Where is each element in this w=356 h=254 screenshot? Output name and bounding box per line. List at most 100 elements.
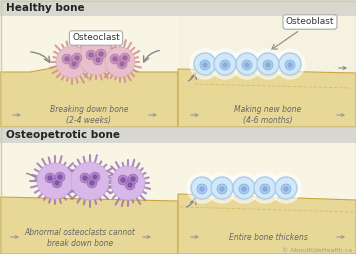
- Circle shape: [223, 63, 227, 67]
- Circle shape: [285, 60, 295, 70]
- Circle shape: [242, 60, 252, 70]
- Circle shape: [263, 60, 273, 70]
- Circle shape: [229, 173, 259, 203]
- Text: Making new bone
(4-6 months): Making new bone (4-6 months): [234, 105, 302, 125]
- Circle shape: [200, 60, 210, 70]
- Circle shape: [281, 184, 291, 194]
- Circle shape: [87, 178, 97, 188]
- Circle shape: [96, 58, 100, 62]
- Circle shape: [253, 49, 283, 79]
- Circle shape: [118, 175, 128, 185]
- Circle shape: [80, 173, 90, 183]
- Circle shape: [197, 184, 207, 194]
- Polygon shape: [178, 69, 356, 127]
- Circle shape: [131, 177, 135, 181]
- Circle shape: [191, 177, 213, 199]
- Text: Healthy bone: Healthy bone: [6, 3, 85, 13]
- Text: Entire bone thickens: Entire bone thickens: [229, 233, 308, 243]
- Circle shape: [55, 181, 59, 185]
- FancyBboxPatch shape: [0, 0, 356, 16]
- Circle shape: [242, 187, 246, 191]
- Circle shape: [125, 180, 135, 190]
- Circle shape: [105, 47, 135, 77]
- Circle shape: [111, 166, 145, 200]
- Circle shape: [190, 49, 220, 79]
- Circle shape: [96, 49, 106, 59]
- Circle shape: [245, 63, 249, 67]
- Circle shape: [203, 63, 207, 67]
- Circle shape: [257, 53, 279, 75]
- Text: Osteoclast: Osteoclast: [72, 34, 120, 42]
- Text: © AboutKidsHealth.ca: © AboutKidsHealth.ca: [282, 247, 352, 252]
- FancyBboxPatch shape: [178, 16, 356, 127]
- Circle shape: [117, 59, 127, 69]
- Circle shape: [48, 176, 52, 180]
- Circle shape: [250, 173, 280, 203]
- Circle shape: [266, 63, 270, 67]
- FancyBboxPatch shape: [0, 110, 178, 127]
- Circle shape: [65, 57, 69, 61]
- Circle shape: [52, 178, 62, 188]
- Circle shape: [113, 57, 117, 61]
- Polygon shape: [178, 110, 356, 127]
- Circle shape: [271, 173, 301, 203]
- Circle shape: [207, 173, 237, 203]
- Circle shape: [260, 184, 270, 194]
- Circle shape: [232, 49, 262, 79]
- Polygon shape: [0, 56, 178, 127]
- Circle shape: [279, 53, 301, 75]
- Circle shape: [263, 187, 267, 191]
- Circle shape: [200, 187, 204, 191]
- Polygon shape: [0, 197, 178, 254]
- Circle shape: [56, 46, 88, 78]
- Circle shape: [211, 177, 233, 199]
- Circle shape: [275, 177, 297, 199]
- Circle shape: [71, 162, 109, 200]
- Circle shape: [79, 41, 113, 75]
- Text: Osteoblast: Osteoblast: [286, 18, 334, 26]
- Text: Osteopetrotic bone: Osteopetrotic bone: [6, 130, 120, 140]
- Circle shape: [37, 163, 73, 199]
- Circle shape: [217, 184, 227, 194]
- Circle shape: [45, 173, 55, 183]
- Circle shape: [86, 50, 96, 60]
- Circle shape: [236, 53, 258, 75]
- Circle shape: [288, 63, 292, 67]
- Circle shape: [187, 173, 217, 203]
- Circle shape: [72, 53, 82, 63]
- Circle shape: [62, 54, 72, 64]
- Circle shape: [239, 184, 249, 194]
- Circle shape: [110, 54, 120, 64]
- Circle shape: [121, 178, 125, 182]
- Circle shape: [93, 175, 97, 179]
- Text: Abnormal osteoclasts cannot
break down bone: Abnormal osteoclasts cannot break down b…: [25, 228, 135, 248]
- Circle shape: [220, 187, 224, 191]
- Circle shape: [128, 183, 132, 187]
- Polygon shape: [0, 218, 178, 254]
- Circle shape: [233, 177, 255, 199]
- Polygon shape: [178, 194, 356, 254]
- Circle shape: [123, 56, 127, 60]
- Circle shape: [194, 53, 216, 75]
- Circle shape: [275, 49, 305, 79]
- Circle shape: [83, 176, 87, 180]
- Text: Breaking down bone
(2-4 weeks): Breaking down bone (2-4 weeks): [50, 105, 128, 125]
- Circle shape: [75, 56, 79, 60]
- Circle shape: [120, 62, 124, 66]
- Circle shape: [220, 60, 230, 70]
- Polygon shape: [178, 214, 356, 254]
- Circle shape: [55, 172, 65, 182]
- Circle shape: [254, 177, 276, 199]
- Circle shape: [90, 172, 100, 182]
- Circle shape: [58, 175, 62, 179]
- Circle shape: [120, 53, 130, 63]
- Circle shape: [210, 49, 240, 79]
- FancyBboxPatch shape: [0, 16, 178, 127]
- Circle shape: [214, 53, 236, 75]
- Circle shape: [284, 187, 288, 191]
- Circle shape: [89, 53, 93, 57]
- Circle shape: [72, 62, 76, 66]
- Circle shape: [90, 181, 94, 185]
- Circle shape: [128, 174, 138, 184]
- Circle shape: [99, 52, 103, 56]
